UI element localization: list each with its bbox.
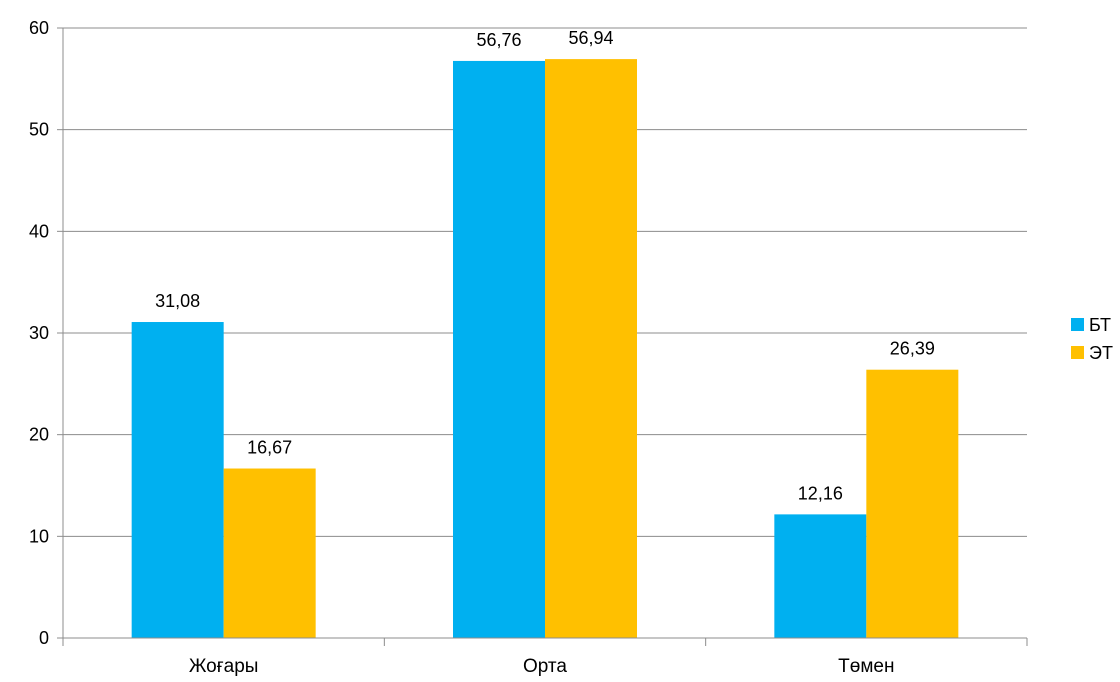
y-axis: 0 10 20 30 40 50 60 xyxy=(29,18,64,648)
data-label-БТ-2: 56,76 xyxy=(476,30,521,50)
y-tick-label: 40 xyxy=(29,221,49,241)
data-label-БТ-1: 31,08 xyxy=(155,291,200,311)
bar-ЭТ-1 xyxy=(223,468,316,638)
x-category-label: Жоғары xyxy=(189,656,259,677)
y-tick-label: 30 xyxy=(29,323,49,343)
bars xyxy=(131,59,959,639)
y-tick-label: 60 xyxy=(29,18,49,38)
data-label-ЭТ-2: 56,94 xyxy=(568,28,613,48)
data-label-ЭТ-3: 26,39 xyxy=(890,339,935,359)
bar-ЭТ-3 xyxy=(866,369,959,638)
data-labels: 31,08 16,67 56,76 56,94 12,16 26,39 xyxy=(155,28,935,503)
legend-label-ЭТ: ЭТ xyxy=(1089,343,1113,363)
legend-label-БТ: БТ xyxy=(1089,315,1111,335)
x-category-label: Төмен xyxy=(838,656,894,677)
data-label-БТ-3: 12,16 xyxy=(798,483,843,503)
y-tick-label: 0 xyxy=(39,628,49,648)
legend-swatch-ЭТ xyxy=(1071,346,1084,359)
bar-ЭТ-2 xyxy=(545,59,637,639)
x-axis: Жоғары Орта Төмен xyxy=(62,637,1028,677)
bar-БТ-3 xyxy=(774,514,867,638)
bar-БТ-1 xyxy=(131,322,224,638)
y-tick-label: 10 xyxy=(29,526,49,546)
data-label-ЭТ-1: 16,67 xyxy=(247,438,292,458)
legend-swatch-БТ xyxy=(1071,318,1084,331)
x-category-label: Орта xyxy=(523,656,567,677)
bar-БТ-2 xyxy=(453,60,545,638)
legend: БТ ЭТ xyxy=(1071,315,1113,363)
y-tick-label: 20 xyxy=(29,425,49,445)
y-tick-label: 50 xyxy=(29,120,49,140)
